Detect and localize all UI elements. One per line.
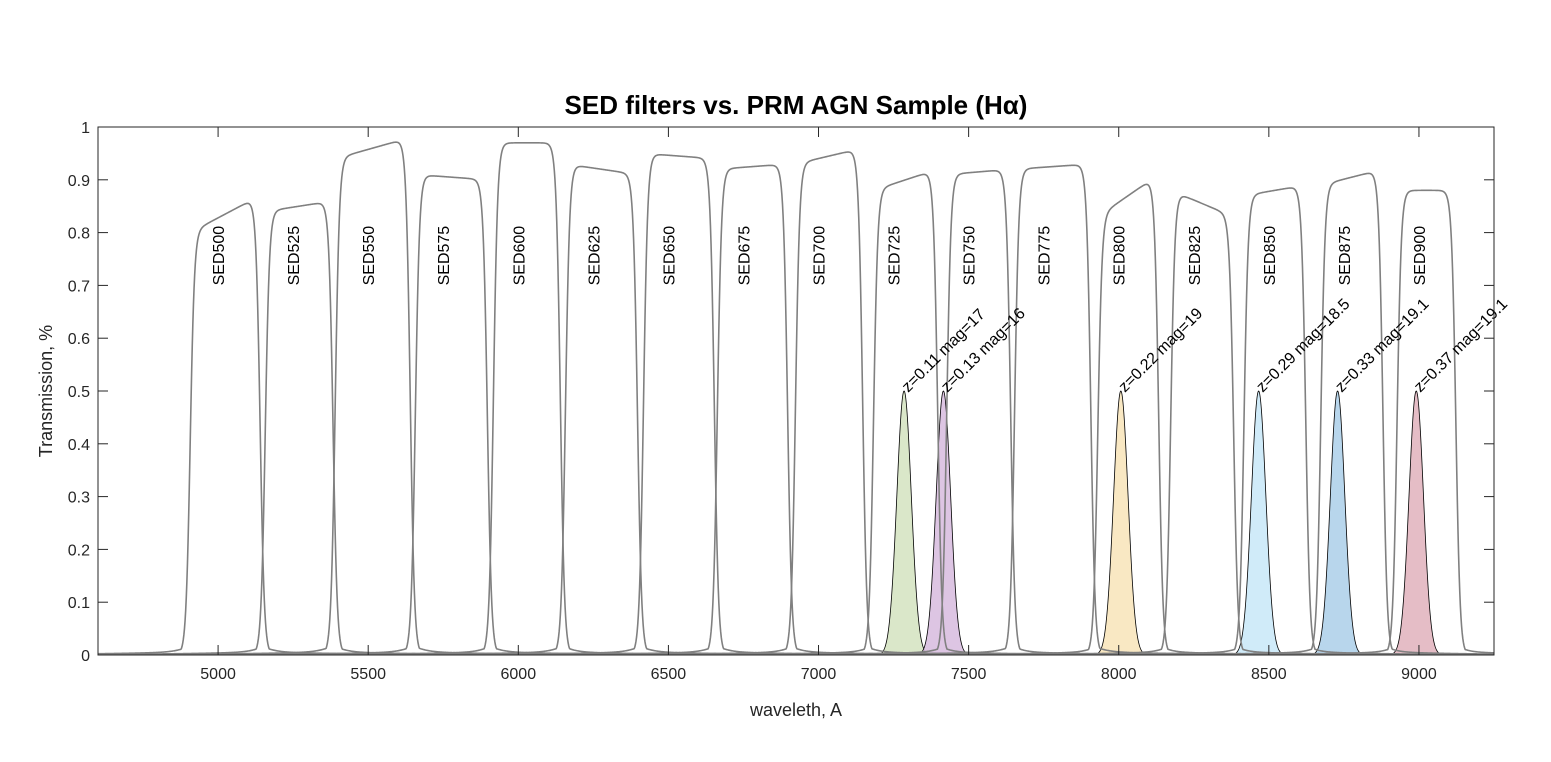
y-axis-label: Transmission, % [36, 325, 56, 457]
y-tick-label-3: 0.3 [68, 490, 90, 507]
filter-label-sed750: SED750 [962, 226, 979, 286]
filter-label-sed650: SED650 [661, 226, 678, 286]
x-tick-label-5000: 5000 [200, 666, 236, 683]
y-tick-label-10: 1 [81, 120, 90, 137]
filter-label-sed700: SED700 [812, 226, 829, 286]
x-axis-label: waveleth, A [749, 700, 842, 720]
filter-label-sed575: SED575 [436, 226, 453, 286]
filter-label-sed500: SED500 [211, 226, 228, 286]
filter-label-sed775: SED775 [1037, 226, 1054, 286]
filter-label-sed800: SED800 [1112, 226, 1129, 286]
filter-curve-sed525 [98, 202, 1494, 655]
x-tick-label-8000: 8000 [1101, 666, 1137, 683]
y-tick-label-7: 0.7 [68, 278, 90, 295]
x-tick-label-6500: 6500 [651, 666, 687, 683]
x-tick-label-6000: 6000 [501, 666, 537, 683]
filter-label-sed600: SED600 [511, 226, 528, 286]
plot-area: SED500 SED525 SED550 SED575 SED600 SED625 SED6… [68, 120, 1511, 683]
filter-label-sed525: SED525 [286, 226, 303, 286]
filter-curve-sed700 [98, 151, 1494, 655]
y-tick-label-1: 0.1 [68, 595, 90, 612]
source-annotation-2: z=0.22 mag=19 [1116, 305, 1207, 396]
filter-curve-sed850 [98, 187, 1494, 655]
curves [98, 141, 1494, 655]
source-line-profile-1 [914, 390, 973, 655]
source-line-profile-0 [875, 390, 933, 655]
y-tick-label-2: 0.2 [68, 542, 90, 559]
y-tick-label-6: 0.6 [68, 331, 90, 348]
source-line-profile-5 [1387, 390, 1446, 655]
filter-label-sed675: SED675 [736, 226, 753, 286]
x-tick-label-9000: 9000 [1401, 666, 1437, 683]
y-tick-label-4: 0.4 [68, 437, 90, 454]
filter-label-sed725: SED725 [887, 226, 904, 286]
source-line-profile-3 [1229, 390, 1288, 655]
source-line-profile-2 [1091, 390, 1150, 655]
y-tick-label-9: 0.9 [68, 173, 90, 190]
filter-label-sed550: SED550 [361, 226, 378, 286]
filter-label-sed850: SED850 [1262, 226, 1279, 286]
chart-title: SED filters vs. PRM AGN Sample (Hα) [565, 90, 1028, 120]
source-line-profile-4 [1308, 390, 1367, 655]
y-tick-label-0: 0 [81, 648, 90, 665]
x-tick-label-8500: 8500 [1251, 666, 1287, 683]
filter-curve-sed825 [98, 195, 1494, 655]
filter-label-sed825: SED825 [1187, 226, 1204, 286]
y-tick-label-8: 0.8 [68, 226, 90, 243]
x-tick-label-7500: 7500 [951, 666, 987, 683]
x-tick-label-7000: 7000 [801, 666, 837, 683]
filter-label-sed900: SED900 [1412, 226, 1429, 286]
filter-curve-sed500 [98, 202, 1494, 655]
filter-curve-sed900 [98, 189, 1494, 655]
filter-label-sed625: SED625 [586, 226, 603, 286]
x-tick-label-5500: 5500 [350, 666, 386, 683]
y-tick-label-5: 0.5 [68, 384, 90, 401]
filter-label-sed875: SED875 [1337, 226, 1354, 286]
